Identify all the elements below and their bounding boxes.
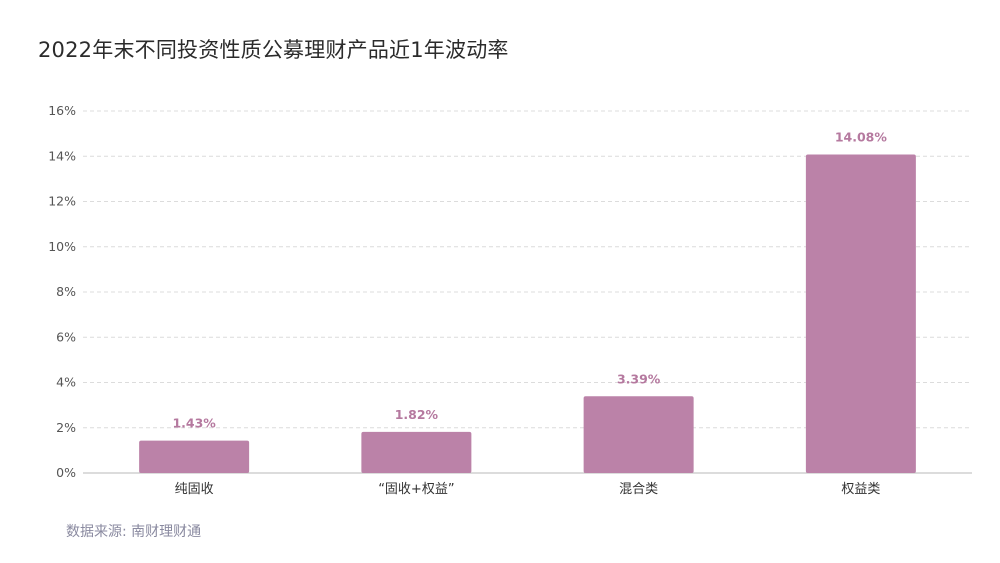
y-tick-label: 2% <box>56 420 76 435</box>
bar-value-label: 3.39% <box>617 371 661 386</box>
bar <box>805 154 916 473</box>
bar-value-label: 14.08% <box>835 129 888 144</box>
category-label: 纯固收 <box>175 482 214 497</box>
y-tick-label: 6% <box>56 329 76 344</box>
bar <box>583 396 694 473</box>
bar-value-label: 1.82% <box>395 407 439 422</box>
bars <box>139 154 916 473</box>
y-tick-label: 0% <box>56 465 76 480</box>
y-tick-label: 12% <box>48 194 76 209</box>
category-label: 权益类 <box>841 481 880 497</box>
y-tick-label: 4% <box>56 375 76 390</box>
data-labels: 1.43% 1.82% 3.39% 14.08% <box>172 129 887 430</box>
grid-lines <box>83 110 972 429</box>
bar <box>139 440 250 473</box>
y-tick-label: 16% <box>48 103 76 118</box>
y-tick-label: 8% <box>56 284 76 299</box>
chart-title: 2022年末不同投资性质公募理财产品近1年波动率 <box>38 38 509 62</box>
source-note: 数据来源: 南财理财通 <box>66 524 202 540</box>
bar-value-label: 1.43% <box>172 416 216 431</box>
y-tick-label: 10% <box>48 239 76 254</box>
y-axis-tick-labels: 0% 2% 4% 6% 8% 10% 12% 14% 16% <box>48 103 76 480</box>
category-label: “固收+权益” <box>378 481 454 497</box>
y-tick-label: 14% <box>48 148 76 163</box>
category-label: 混合类 <box>619 482 658 497</box>
x-axis-category-labels: 纯固收 “固收+权益” 混合类 权益类 <box>175 481 881 497</box>
bar <box>361 431 472 473</box>
